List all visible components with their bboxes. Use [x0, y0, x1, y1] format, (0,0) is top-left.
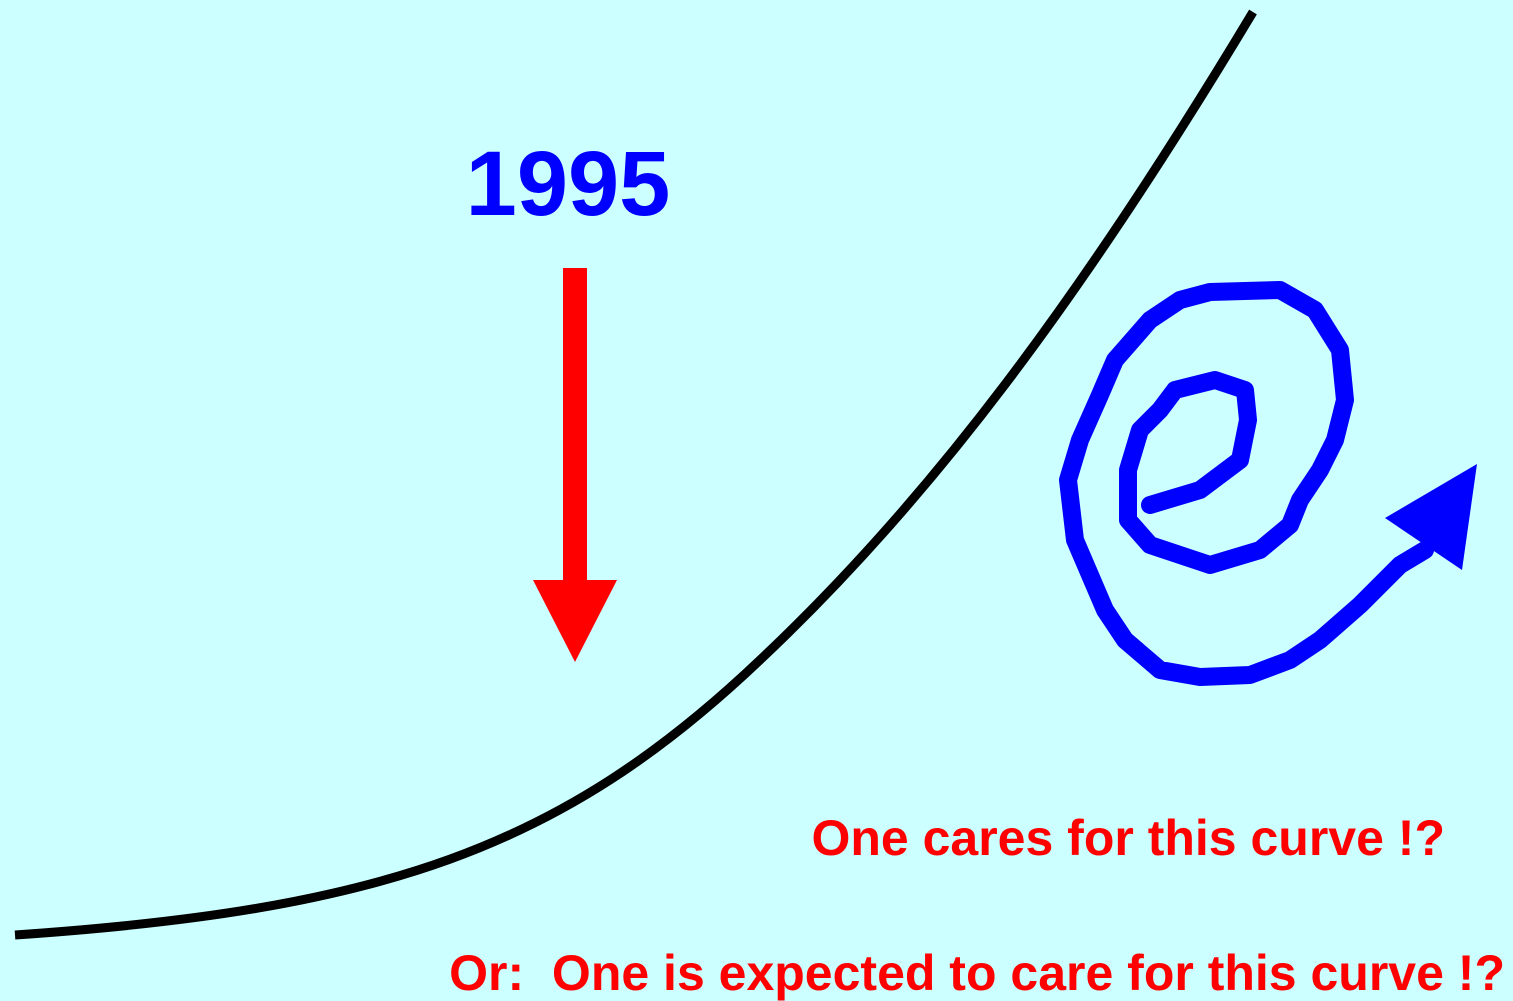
year-label: 1995 [466, 133, 671, 235]
slide: 1995 One cares for this curve !? Or: One… [0, 0, 1513, 1001]
caption: Or: One is expected to care for this cur… [449, 945, 1505, 1001]
page: 1995 One cares for this curve !? Or: One… [0, 0, 1513, 1001]
arrow-shaft [563, 268, 587, 582]
caption: One cares for this curve !? [811, 810, 1445, 866]
